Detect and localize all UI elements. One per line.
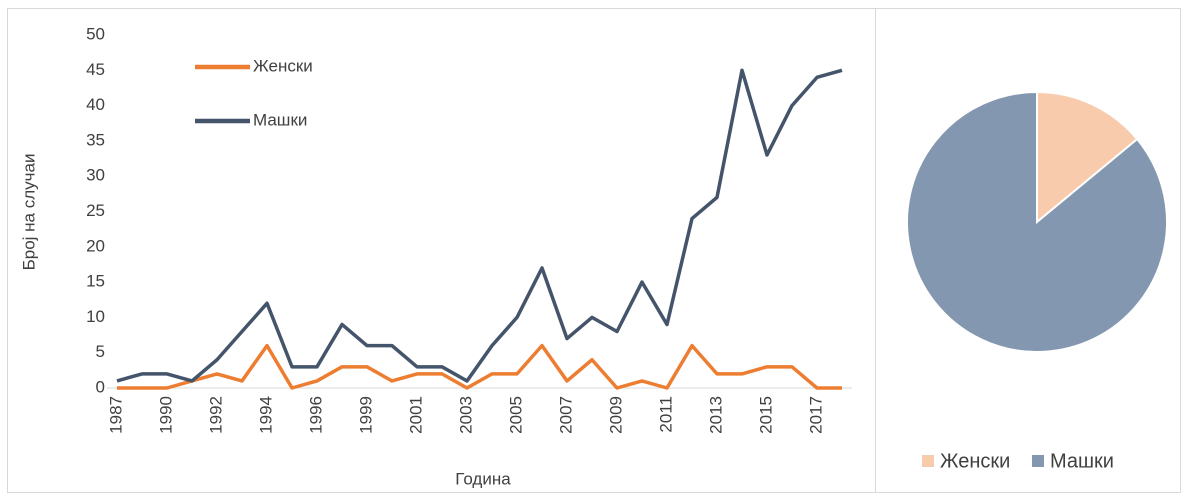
y-tick-label: 0 [96, 377, 105, 396]
x-tick-label: 2013 [706, 396, 725, 434]
x-tick-label: 2015 [756, 396, 775, 434]
y-axis-label: Број на случаи [19, 154, 38, 271]
y-tick-label: 25 [86, 201, 105, 220]
pie-chart-frame [875, 8, 1181, 493]
y-tick-label: 45 [86, 60, 105, 79]
x-tick-label: 2007 [556, 396, 575, 434]
legend-label: Женски [253, 56, 313, 75]
x-tick-label: 2003 [456, 396, 475, 434]
x-tick-label: 1990 [156, 396, 175, 434]
legend-label: Машки [1050, 450, 1114, 472]
x-tick-label: 2005 [506, 396, 525, 434]
pie-slice [906, 90, 1168, 353]
x-axis-label: Година [455, 469, 511, 488]
y-tick-label: 40 [86, 95, 105, 114]
series-line [116, 68, 843, 383]
y-tick-label: 50 [86, 24, 105, 43]
y-tick-label: 20 [86, 236, 105, 255]
x-tick-label: 2009 [606, 396, 625, 434]
pie-slice [1036, 90, 1139, 225]
x-tick-label: 2017 [806, 396, 825, 434]
x-tick-label: 1987 [106, 396, 125, 434]
y-tick-label: 5 [96, 342, 105, 361]
legend-swatch [1032, 455, 1044, 467]
x-tick-label: 1996 [306, 396, 325, 434]
y-tick-label: 10 [86, 307, 105, 326]
x-tick-label: 2011 [656, 396, 675, 433]
legend-label: Женски [940, 450, 1010, 472]
y-tick-label: 15 [86, 272, 105, 291]
series-line [117, 343, 842, 390]
x-tick-label: 1999 [356, 396, 375, 434]
y-tick-label: 30 [86, 166, 105, 185]
legend-swatch [922, 455, 934, 467]
legend-label: Машки [253, 110, 307, 129]
x-tick-label: 2001 [406, 396, 425, 434]
x-tick-label: 1994 [256, 396, 275, 434]
y-tick-label: 35 [86, 130, 105, 149]
x-tick-label: 1992 [206, 396, 225, 434]
